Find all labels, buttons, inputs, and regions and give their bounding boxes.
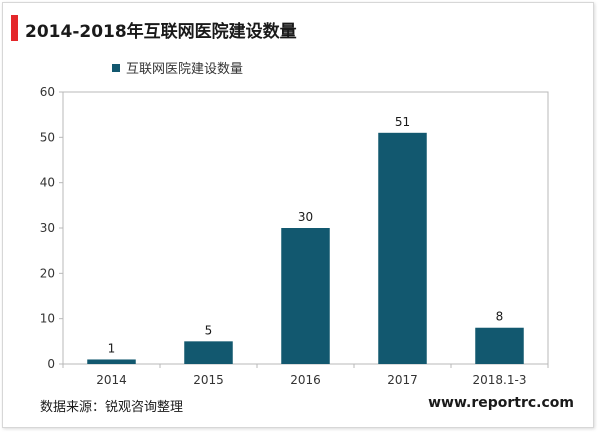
legend-label: 互联网医院建设数量 (126, 62, 244, 77)
x-tick-label: 2016 (290, 373, 321, 387)
data-label: 5 (205, 323, 213, 337)
y-tick-label: 0 (47, 357, 55, 371)
bar (281, 228, 330, 364)
x-tick-label: 2017 (387, 373, 418, 387)
x-tick-label: 2015 (193, 373, 224, 387)
data-label: 8 (496, 310, 504, 324)
y-tick-label: 60 (40, 85, 55, 99)
data-label: 30 (298, 210, 313, 224)
bar (87, 359, 136, 364)
legend: 互联网医院建设数量 (112, 58, 243, 77)
y-tick-label: 30 (40, 221, 55, 235)
chart-title: 2014-2018年互联网医院建设数量 (25, 22, 297, 42)
bar (184, 341, 233, 364)
data-label: 1 (108, 341, 116, 355)
y-tick-label: 10 (40, 312, 55, 326)
bar (378, 132, 427, 364)
data-label: 51 (395, 115, 410, 129)
legend-swatch (112, 63, 120, 72)
website-label: www.reportrc.com (428, 395, 574, 411)
x-tick-label: 2018.1-3 (473, 373, 527, 387)
y-tick-label: 50 (40, 130, 55, 144)
bar (475, 327, 524, 364)
title-accent-bar (11, 15, 18, 41)
source-note: 数据来源：锐观咨询整理 (40, 400, 184, 415)
y-tick-label: 40 (40, 176, 55, 190)
y-tick-label: 20 (40, 266, 55, 280)
x-tick-label: 2014 (96, 373, 127, 387)
